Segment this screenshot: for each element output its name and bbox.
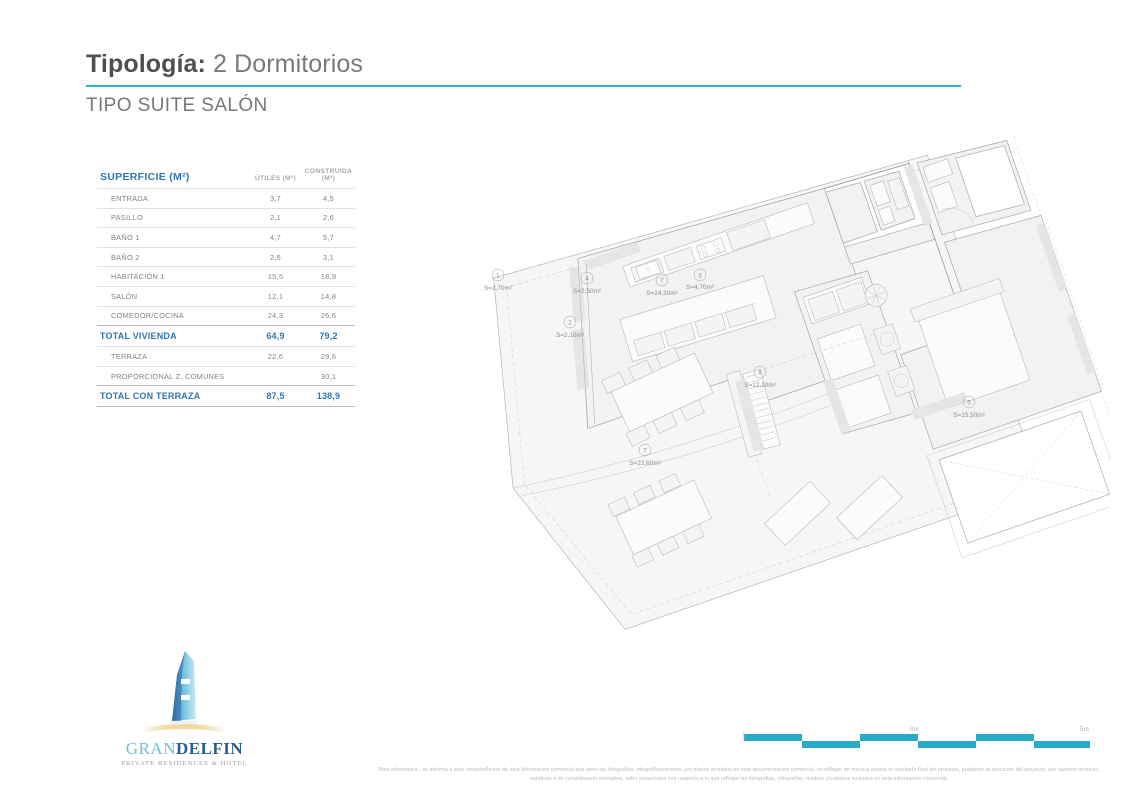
plan-room-4: 4 S=2,50m² — [573, 271, 601, 295]
room-number-4: 4 — [585, 276, 589, 283]
cell-utiles: 64,9 — [249, 325, 302, 347]
table-row: SALÓN 12,1 14,8 — [97, 285, 355, 307]
cell-utiles: 22,6 — [249, 346, 302, 367]
column-header-construida: CONSTRUIDA (M²) — [304, 168, 353, 182]
room-number-6: 6 — [758, 370, 762, 377]
cell-construida: 30,1 — [302, 365, 355, 386]
cell-construida: 5,7 — [302, 227, 355, 248]
cell-room-name: TERRAZA — [97, 346, 249, 367]
cell-construida: 2,6 — [302, 207, 355, 228]
cell-room-name: BAÑO 1 — [97, 227, 249, 248]
cell-room-name: HABITACIÓN 1 — [97, 266, 249, 287]
cell-utiles: 12,1 — [249, 285, 302, 307]
cell-room-name: TOTAL CON TERRAZA — [97, 385, 249, 408]
room-area-7: S=24,30m² — [646, 290, 677, 297]
table-row: HABITACIÓN 1 15,5 18,9 — [97, 266, 355, 287]
cell-room-name: PASILLO — [97, 207, 249, 228]
room-area-2: S=2,10m² — [556, 332, 584, 339]
room-number-3: 3 — [698, 273, 702, 280]
floor-plan: .wall{fill:none;stroke:#9a9c9e;stroke-wi… — [440, 110, 1110, 670]
typology-value: 2 Dormitorios — [213, 50, 363, 78]
cell-room-name: TOTAL VIVIENDA — [97, 325, 249, 347]
logo-text-delfin: DELFIN — [175, 739, 244, 758]
surface-area-table: SUPERFICIE (M²) ÚTILES (M²) CONSTRUIDA (… — [97, 168, 355, 408]
cell-construida: 79,2 — [302, 325, 355, 347]
scale-label-start: 0m — [910, 726, 919, 733]
table-row: BAÑO 2 2,5 3,1 — [97, 246, 355, 267]
table-row-total: TOTAL VIVIENDA 64,9 79,2 — [97, 325, 355, 347]
logo-tagline: PRIVATE RESIDENCES & HOTEL — [121, 760, 248, 767]
cell-room-name: ENTRADA — [97, 188, 249, 209]
cell-construida: 26,6 — [302, 305, 355, 326]
cell-utiles: 15,5 — [249, 266, 302, 287]
cell-room-name: BAÑO 2 — [97, 246, 249, 267]
room-number-5: 5 — [967, 400, 971, 407]
room-area-6: S=12,10m² — [744, 382, 775, 389]
cell-construida: 29,6 — [302, 346, 355, 367]
scale-bar-blocks — [744, 734, 1090, 748]
plan-room-1: 1 S=3,70m² — [484, 268, 512, 292]
sail-tower-icon — [140, 651, 228, 733]
logo-wordmark: GRANDELFIN — [82, 739, 287, 759]
column-header-utiles: ÚTILES (M²) — [254, 175, 297, 182]
logo-text-gran: GRAN — [125, 739, 176, 758]
room-number-2: 2 — [568, 320, 572, 327]
brand-logo: GRANDELFIN PRIVATE RESIDENCES & HOTEL — [82, 645, 287, 770]
room-number-terrace: T — [643, 448, 647, 455]
room-number-7: 7 — [660, 278, 664, 285]
plan-room-2: 2 S=2,10m² — [556, 315, 584, 339]
scale-label-end: 5m — [1080, 726, 1089, 733]
cell-construida: 4,5 — [302, 188, 355, 209]
table-title: SUPERFICIE (M²) — [100, 170, 190, 183]
cell-utiles: 2,5 — [249, 246, 302, 267]
table-body: ENTRADA 3,7 4,5 PASILLO 2,1 2,6 BAÑO 1 4,7 5,7 BA… — [97, 188, 355, 408]
table-row: TERRAZA 22,6 29,6 — [97, 346, 355, 367]
typology-label: Tipología: — [86, 50, 206, 78]
cell-room-name: SALÓN — [97, 285, 249, 307]
cell-construida: 3,1 — [302, 246, 355, 267]
cell-construida: 14,8 — [302, 285, 355, 307]
plan-room-labels: 1 S=3,70m² 4 S=2,50m² 3 S=4,70m² 2 S=2,1… — [484, 268, 714, 339]
table-row-total: TOTAL CON TERRAZA 87,5 138,9 — [97, 385, 355, 408]
table-row: ENTRADA 3,7 4,5 — [97, 188, 355, 209]
room-area-5: S=15,50m² — [953, 412, 984, 419]
room-number-1: 1 — [496, 273, 500, 280]
table-row: BAÑO 1 4,7 5,7 — [97, 227, 355, 248]
cell-utiles: 2,1 — [249, 207, 302, 228]
table-header-row: SUPERFICIE (M²) ÚTILES (M²) CONSTRUIDA (… — [97, 168, 355, 189]
cell-room-name: COMEDOR/COCINA — [97, 305, 249, 326]
cell-utiles: 24,3 — [249, 305, 302, 326]
room-area-1: S=3,70m² — [484, 285, 512, 292]
cell-room-name: PROPORCIONAL Z. COMUNES — [97, 365, 249, 386]
page-subtitle: TIPO SUITE SALÓN — [86, 95, 268, 117]
cell-construida: 18,9 — [302, 266, 355, 287]
cell-utiles — [249, 365, 302, 386]
cell-utiles: 3,7 — [249, 188, 302, 209]
table-row: COMEDOR/COCINA 24,3 26,6 — [97, 305, 355, 326]
cell-utiles: 4,7 — [249, 227, 302, 248]
room-area-4: S=2,50m² — [573, 288, 601, 295]
table-row: PASILLO 2,1 2,6 — [97, 207, 355, 228]
room-area-terrace: S=22,60m² — [629, 460, 660, 467]
cell-construida: 138,9 — [302, 385, 355, 408]
room-area-3: S=4,70m² — [686, 284, 714, 291]
cell-utiles: 87,5 — [249, 385, 302, 408]
legal-disclaimer: Nota informativa - se informa a todo rec… — [378, 767, 1100, 783]
page-header: Tipología: 2 Dormitorios TIPO SUITE SALÓ… — [86, 50, 986, 117]
plan-room-3: 3 S=4,70m² — [686, 268, 714, 291]
accent-divider — [86, 85, 961, 88]
table-row: PROPORCIONAL Z. COMUNES 30,1 — [97, 365, 355, 386]
scale-bar: 0m 5m — [742, 726, 1092, 754]
page-title: Tipología: 2 Dormitorios — [86, 50, 986, 79]
